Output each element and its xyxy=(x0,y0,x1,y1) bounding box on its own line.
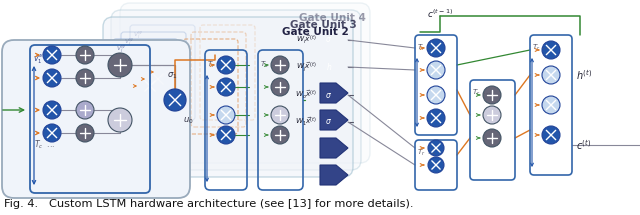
Text: $h^{(t)}$: $h^{(t)}$ xyxy=(576,68,592,82)
Circle shape xyxy=(483,106,501,124)
Circle shape xyxy=(217,106,235,124)
Circle shape xyxy=(76,101,94,119)
Circle shape xyxy=(108,108,132,132)
Circle shape xyxy=(76,69,94,87)
Text: $v_i^w$: $v_i^w$ xyxy=(124,37,134,49)
Circle shape xyxy=(271,126,289,144)
Circle shape xyxy=(542,126,560,144)
Circle shape xyxy=(76,46,94,64)
Text: Fig. 4.   Custom LSTM hardware architecture (see [13] for more details).: Fig. 4. Custom LSTM hardware architectur… xyxy=(4,199,413,209)
Text: $\sigma$: $\sigma$ xyxy=(326,35,333,45)
Circle shape xyxy=(164,89,186,111)
Text: $\sigma$: $\sigma$ xyxy=(326,118,333,126)
Text: $v_1^w$: $v_1^w$ xyxy=(33,53,44,66)
FancyBboxPatch shape xyxy=(103,17,353,177)
FancyBboxPatch shape xyxy=(2,40,190,198)
Text: $W_i\vec{x}^{(t)}$: $W_i\vec{x}^{(t)}$ xyxy=(296,34,317,46)
Circle shape xyxy=(271,78,289,96)
FancyBboxPatch shape xyxy=(111,10,361,170)
Polygon shape xyxy=(320,165,348,185)
Text: $c^{(t-1)}$: $c^{(t-1)}$ xyxy=(427,8,453,20)
Circle shape xyxy=(427,109,445,127)
Text: $h$: $h$ xyxy=(326,61,332,72)
Circle shape xyxy=(483,129,501,147)
Text: Gate Unit 4: Gate Unit 4 xyxy=(299,13,366,23)
Circle shape xyxy=(483,86,501,104)
Text: $\sigma_1$: $\sigma_1$ xyxy=(167,71,177,81)
Circle shape xyxy=(43,46,61,64)
Polygon shape xyxy=(320,110,348,130)
Text: $T_r$  ...: $T_r$ ... xyxy=(417,43,436,53)
Text: $v_i^w$: $v_i^w$ xyxy=(133,30,143,42)
Circle shape xyxy=(271,56,289,74)
Circle shape xyxy=(428,140,444,156)
Circle shape xyxy=(217,78,235,96)
Text: $T_r$  ...: $T_r$ ... xyxy=(472,88,491,98)
Circle shape xyxy=(542,66,560,84)
Circle shape xyxy=(43,124,61,142)
Text: $c^{(t)}$: $c^{(t)}$ xyxy=(576,138,591,152)
Circle shape xyxy=(157,62,177,82)
Circle shape xyxy=(427,61,445,79)
Text: $T_c$  ...: $T_c$ ... xyxy=(34,139,55,151)
Text: $T_s$  ...: $T_s$ ... xyxy=(260,60,280,70)
Circle shape xyxy=(427,39,445,57)
FancyBboxPatch shape xyxy=(120,3,370,163)
Text: Gate Unit 2: Gate Unit 2 xyxy=(282,27,349,37)
Circle shape xyxy=(43,69,61,87)
Circle shape xyxy=(428,157,444,173)
Circle shape xyxy=(217,126,235,144)
Circle shape xyxy=(542,41,560,59)
Text: $T_r$  ...: $T_r$ ... xyxy=(532,43,551,53)
Text: $T_r$  ...: $T_r$ ... xyxy=(207,60,226,70)
Text: $\sigma$: $\sigma$ xyxy=(326,91,333,100)
Circle shape xyxy=(542,96,560,114)
Polygon shape xyxy=(320,138,348,158)
Circle shape xyxy=(427,86,445,104)
Circle shape xyxy=(140,76,160,96)
Circle shape xyxy=(43,101,61,119)
Text: $T_r$  ...: $T_r$ ... xyxy=(417,148,436,158)
Polygon shape xyxy=(320,83,348,103)
Circle shape xyxy=(76,124,94,142)
Circle shape xyxy=(148,69,168,89)
Text: $W_j\vec{x}^{(t)}$: $W_j\vec{x}^{(t)}$ xyxy=(296,60,317,74)
Text: $v_i^w$: $v_i^w$ xyxy=(116,44,127,56)
Text: $W_o\vec{x}^{(t)}$: $W_o\vec{x}^{(t)}$ xyxy=(295,89,317,101)
Text: $u_0$: $u_0$ xyxy=(183,115,194,126)
Text: Gate Unit 3: Gate Unit 3 xyxy=(291,20,357,30)
Circle shape xyxy=(108,53,132,77)
Text: $W_1\vec{x}^{(t)}$: $W_1\vec{x}^{(t)}$ xyxy=(294,116,317,128)
Circle shape xyxy=(271,106,289,124)
Circle shape xyxy=(217,56,235,74)
